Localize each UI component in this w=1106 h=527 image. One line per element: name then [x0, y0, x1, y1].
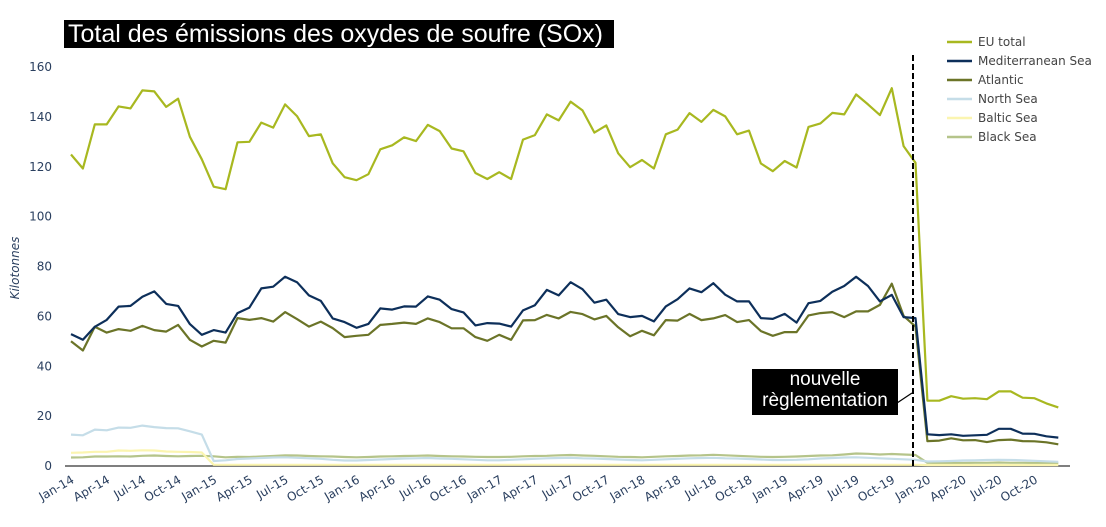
x-tick-label: Oct-19: [855, 472, 897, 504]
x-tick-label: Jan-19: [749, 472, 790, 504]
legend-label: Baltic Sea: [978, 111, 1038, 125]
y-tick-label: 0: [44, 459, 52, 473]
x-tick-label: Apr-20: [927, 472, 968, 504]
y-tick-label: 60: [37, 309, 52, 323]
x-tick-label: Jul-19: [824, 472, 861, 502]
x-tick-label: Jul-16: [396, 472, 433, 502]
x-tick-label: Jul-14: [110, 472, 147, 502]
legend-label: Black Sea: [978, 130, 1037, 144]
y-tick-label: 100: [29, 210, 52, 224]
x-tick-label: Oct-18: [713, 472, 755, 504]
x-tick-label: Jan-15: [178, 472, 219, 504]
series-line-eu-total: [70, 87, 1059, 409]
x-tick-label: Jul-17: [539, 472, 576, 502]
x-tick-label: Oct-16: [427, 472, 469, 504]
y-tick-label: 80: [37, 260, 52, 274]
x-tick-label: Oct-17: [570, 472, 612, 504]
legend: EU total Mediterranean Sea Atlantic North S…: [947, 35, 1092, 144]
legend-label: Atlantic: [978, 73, 1024, 87]
x-tick-label: Apr-19: [785, 472, 826, 504]
x-tick-label: Apr-18: [642, 472, 683, 504]
x-tick-label: Jul-15: [253, 472, 290, 502]
y-axis-label: Kilotonnes: [8, 237, 22, 300]
x-tick-label: Jan-17: [464, 472, 505, 504]
x-tick-label: Apr-14: [71, 472, 112, 504]
chart-title: Total des émissions des oxydes de soufre…: [68, 20, 603, 48]
x-tick-label: Jan-14: [36, 472, 77, 504]
x-tick-label: Jul-20: [967, 472, 1004, 502]
x-tick-label: Apr-16: [356, 472, 397, 504]
annotation-pointer: [896, 392, 913, 404]
legend-label: Mediterranean Sea: [978, 54, 1092, 68]
x-tick-label: Jan-16: [321, 472, 362, 504]
annotation-box: nouvelle règlementation: [752, 369, 898, 415]
legend-label: EU total: [978, 35, 1026, 49]
series-line-black-sea: [70, 452, 1059, 465]
y-tick-label: 140: [29, 110, 52, 124]
annotation-text-line2: règlementation: [762, 390, 888, 411]
x-tick-label: Apr-15: [214, 472, 255, 504]
x-tick-label: Oct-15: [284, 472, 326, 504]
annotation-text-line1: nouvelle: [789, 369, 861, 390]
series-line-mediterranean-sea: [70, 275, 1059, 439]
x-tick-label: Apr-17: [499, 472, 540, 504]
x-tick-label: Jul-18: [681, 472, 718, 502]
series-line-baltic-sea: [70, 449, 1059, 467]
series-line-north-sea: [70, 424, 1059, 463]
x-tick-label: Jan-18: [607, 472, 648, 504]
title-background: [64, 20, 614, 48]
legend-label: North Sea: [978, 92, 1038, 106]
y-tick-label: 160: [29, 60, 52, 74]
x-tick-label: Oct-20: [998, 472, 1040, 504]
x-tick-label: Jan-20: [892, 472, 933, 504]
x-tick-label: Oct-14: [142, 472, 184, 504]
y-tick-label: 120: [29, 160, 52, 174]
y-tick-label: 40: [37, 359, 52, 373]
series-line-atlantic: [70, 282, 1059, 446]
y-tick-label: 20: [37, 409, 52, 423]
